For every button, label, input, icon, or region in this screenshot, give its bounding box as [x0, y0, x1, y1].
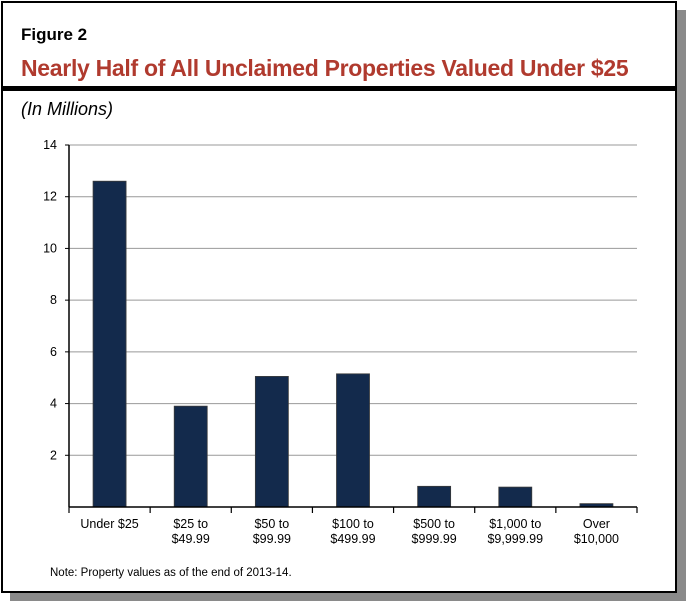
y-tick-label: 10: [43, 241, 57, 255]
bar-2: [254, 376, 289, 508]
x-tick-label: $10,000: [574, 532, 619, 546]
y-tick-label: 6: [50, 345, 57, 359]
x-tick-label: $25 to: [173, 517, 208, 531]
x-tick-label: $100 to: [332, 517, 374, 531]
x-tick-label: $9,999.99: [487, 532, 543, 546]
y-tick-label: 12: [43, 190, 57, 204]
y-tick-label: 8: [50, 293, 57, 307]
bar-4: [417, 485, 452, 508]
x-tick-label: $49.99: [172, 532, 210, 546]
x-tick-label: $50 to: [254, 517, 289, 531]
y-tick-label: 4: [50, 397, 57, 411]
figure-label: Figure 2: [21, 25, 88, 44]
x-tick-label: $999.99: [412, 532, 457, 546]
bar-0: [92, 180, 127, 508]
y-tick-label: 2: [50, 448, 57, 462]
figure-title: Nearly Half of All Unclaimed Properties …: [21, 55, 629, 81]
bar-5: [498, 486, 533, 508]
y-tick-label: 14: [43, 138, 57, 152]
bar-3: [336, 373, 370, 508]
x-tick-label: $499.99: [330, 532, 375, 546]
footnote: Note: Property values as of the end of 2…: [50, 567, 292, 579]
header-divider: [3, 86, 675, 91]
units-label: (In Millions): [21, 99, 114, 119]
x-tick-label: Over: [583, 517, 610, 531]
x-tick-label: $500 to: [413, 517, 455, 531]
bar-1: [173, 405, 208, 508]
x-tick-label: Under $25: [80, 517, 138, 531]
x-tick-label: $1,000 to: [489, 517, 541, 531]
x-tick-label: $99.99: [253, 532, 291, 546]
